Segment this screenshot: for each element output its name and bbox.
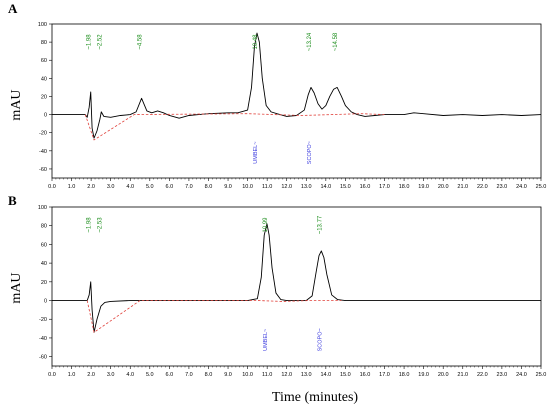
- x-tick-label: 2.0: [87, 372, 95, 378]
- x-tick-label: 24.0: [516, 372, 527, 378]
- plot-frame: [51, 206, 542, 367]
- y-tick-label: 20: [41, 280, 47, 286]
- y-tick-label: 40: [41, 261, 47, 267]
- x-tick-label: 7.0: [185, 184, 193, 190]
- y-tick-label: 0: [44, 299, 47, 305]
- y-tick-label: -20: [39, 317, 47, 323]
- x-tick-label: 16.0: [360, 184, 371, 190]
- x-tick-label: 15.0: [340, 372, 351, 378]
- compound-label: SCOPO~: [307, 141, 313, 164]
- x-tick-label: 2.0: [87, 184, 95, 190]
- x-tick-label: 11.0: [262, 372, 272, 378]
- panel-letter: A: [8, 1, 18, 16]
- x-tick-label: 5.0: [146, 372, 154, 378]
- peak-retention-label: 10.48: [253, 34, 259, 50]
- y-tick-label: -40: [39, 336, 47, 342]
- peak-retention-label: 10.99: [263, 217, 269, 233]
- y-tick-label: 60: [41, 58, 47, 64]
- y-tick-label: 40: [41, 76, 47, 82]
- peak-retention-label: ~1.98: [87, 34, 93, 50]
- peak-retention-label: ~2.52: [97, 34, 103, 50]
- x-tick-label: 25.0: [536, 372, 547, 378]
- y-tick-label: -40: [39, 149, 47, 155]
- peak-retention-label: ~1.98: [87, 217, 93, 233]
- x-tick-label: 9.0: [224, 184, 232, 190]
- x-tick-label: 3.0: [107, 184, 115, 190]
- y-tick-label: -60: [39, 167, 47, 173]
- y-tick-label: 0: [44, 113, 47, 119]
- peak-retention-label: ~2.53: [97, 217, 103, 233]
- x-tick-label: 3.0: [107, 372, 115, 378]
- x-tick-label: 14.0: [320, 372, 331, 378]
- x-tick-label: 25.0: [536, 184, 547, 190]
- x-tick-label: 13.0: [301, 184, 312, 190]
- x-tick-label: 12.0: [281, 184, 292, 190]
- x-tick-label: 6.0: [166, 372, 174, 378]
- x-tick-label: 21.0: [457, 372, 468, 378]
- compound-label: UMBEL~: [253, 142, 259, 164]
- x-tick-label: 1.0: [68, 184, 76, 190]
- y-tick-label: 20: [41, 94, 47, 100]
- x-tick-label: 23.0: [497, 372, 508, 378]
- x-tick-label: 4.0: [126, 372, 134, 378]
- peak-retention-label: ~13.24: [307, 32, 313, 51]
- y-tick-label: 80: [41, 224, 47, 230]
- x-tick-label: 1.0: [68, 372, 76, 378]
- y-tick-label: 80: [41, 40, 47, 46]
- y-axis-title: mAU: [9, 272, 24, 303]
- baseline-trace: [86, 300, 342, 333]
- x-tick-label: 20.0: [438, 184, 449, 190]
- x-tick-label: 14.0: [320, 184, 331, 190]
- x-tick-label: 8.0: [205, 184, 213, 190]
- x-tick-label: 17.0: [379, 184, 390, 190]
- x-tick-label: 0.0: [48, 184, 56, 190]
- x-tick-label: 5.0: [146, 184, 154, 190]
- y-tick-label: 60: [41, 242, 47, 248]
- peak-retention-label: ~13.77: [317, 215, 323, 234]
- y-axis-title: mAU: [9, 89, 24, 120]
- x-tick-label: 12.0: [281, 372, 292, 378]
- compound-label: SCOPO~: [317, 328, 323, 351]
- x-tick-label: 16.0: [360, 372, 371, 378]
- x-tick-label: 6.0: [166, 184, 174, 190]
- x-axis-title: Time (minutes): [272, 390, 359, 405]
- peak-retention-label: ~14.58: [333, 32, 339, 51]
- x-tick-label: 23.0: [497, 184, 508, 190]
- x-tick-label: 21.0: [457, 184, 468, 190]
- x-tick-label: 22.0: [477, 184, 488, 190]
- panel-letter: B: [8, 193, 17, 208]
- x-tick-label: 10.0: [242, 372, 253, 378]
- baseline-trace: [84, 113, 385, 141]
- x-tick-label: 19.0: [418, 372, 429, 378]
- x-tick-label: 19.0: [418, 184, 429, 190]
- x-tick-label: 8.0: [205, 372, 213, 378]
- x-tick-label: 18.0: [399, 372, 410, 378]
- x-tick-label: 9.0: [224, 372, 232, 378]
- signal-trace: [52, 32, 542, 139]
- peak-retention-label: ~4.58: [138, 34, 144, 50]
- y-tick-label: -20: [39, 131, 47, 137]
- signal-trace: [52, 223, 541, 333]
- y-tick-label: -60: [39, 355, 47, 361]
- compound-label: UMBEL~: [263, 329, 269, 351]
- x-tick-label: 10.0: [242, 184, 253, 190]
- x-tick-label: 20.0: [438, 372, 449, 378]
- x-tick-label: 22.0: [477, 372, 488, 378]
- x-tick-label: 15.0: [340, 184, 351, 190]
- plot-frame: [51, 23, 542, 179]
- y-tick-label: 100: [38, 22, 47, 28]
- x-tick-label: 24.0: [516, 184, 527, 190]
- y-tick-label: 100: [38, 205, 47, 211]
- x-tick-label: 18.0: [399, 184, 410, 190]
- x-tick-label: 17.0: [379, 372, 390, 378]
- x-tick-label: 0.0: [48, 372, 56, 378]
- x-tick-label: 4.0: [126, 184, 134, 190]
- x-tick-label: 13.0: [301, 372, 312, 378]
- x-tick-label: 11.0: [262, 184, 272, 190]
- x-tick-label: 7.0: [185, 372, 193, 378]
